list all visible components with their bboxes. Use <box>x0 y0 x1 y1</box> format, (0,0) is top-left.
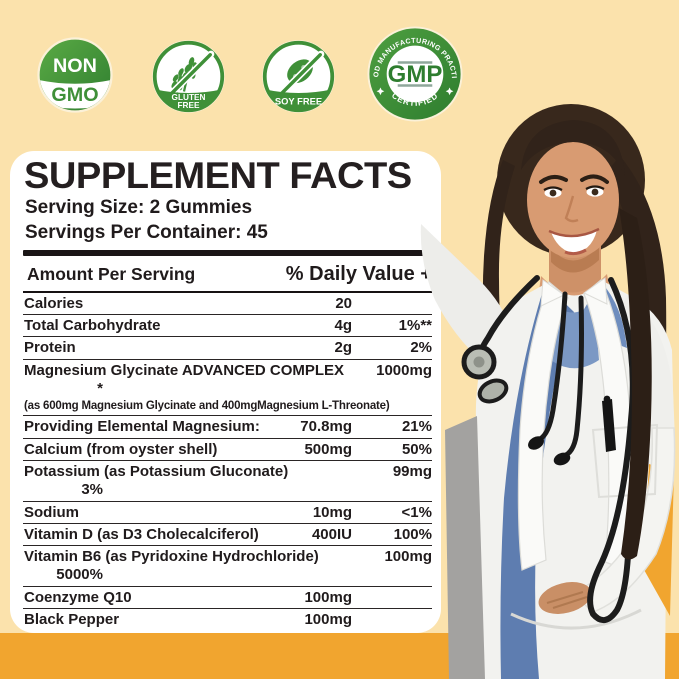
gmp-center-text: GMP <box>388 61 443 88</box>
row-amount: 10mg <box>312 503 352 521</box>
table-row: Total Carbohydrate 4g 1%** <box>23 315 432 338</box>
hair-front <box>521 120 625 176</box>
row-name: Calcium (from oyster shell) <box>24 440 218 458</box>
non-gmo-badge: NON GMO <box>37 37 113 113</box>
nose <box>564 195 579 223</box>
row-name: Calories <box>24 294 84 312</box>
hair-over-shoulder <box>619 208 652 560</box>
header-amount-per-serving: Amount Per Serving <box>27 263 196 284</box>
row-daily-value: 3% <box>81 481 103 499</box>
table-row: Calcium (from oyster shell) 500mg 50% <box>23 439 432 461</box>
table-row: Protein 2g 2% <box>23 337 432 360</box>
row-name: Total Carbohydrate <box>24 317 161 335</box>
doctor-face <box>527 142 619 258</box>
table-row: Potassium (as Potassium Gluconate) 99mg … <box>23 461 432 502</box>
row-amount: 500mg <box>304 440 352 458</box>
gluten-free-line1: GLUTEN <box>172 93 206 102</box>
table-row: Coenzyme Q10 100mg <box>23 587 432 610</box>
hand-in-pocket <box>510 582 642 630</box>
row-name: Magnesium Glycinate ADVANCED COMPLEX <box>24 361 345 379</box>
non-gmo-icon: NON GMO <box>37 37 113 113</box>
non-gmo-line2: GMO <box>51 84 98 106</box>
row-daily-value: 21% <box>401 418 432 436</box>
row-amount: 100mg <box>304 611 352 629</box>
non-gmo-line1: NON <box>53 55 97 77</box>
row-amount: 4g <box>334 317 352 335</box>
row-name: Providing Elemental Magnesium: <box>24 418 260 436</box>
row-name: Sodium <box>24 503 79 521</box>
row-daily-value: 5000% <box>56 566 103 584</box>
gluten-free-icon: GLUTEN FREE <box>152 40 225 113</box>
row-daily-value: 50% <box>401 440 432 458</box>
table-row: Providing Elemental Magnesium: 70.8mg 21… <box>23 416 432 439</box>
row-amount: 99mg <box>392 462 432 480</box>
row-amount: 400IU <box>311 525 352 543</box>
coat-shadow-fold <box>445 416 485 679</box>
row-name: Black Pepper <box>24 611 120 629</box>
row-name: Coenzyme Q10 <box>24 588 132 606</box>
header-daily-value: % Daily Value + <box>285 262 432 285</box>
supplement-facts-panel: SUPPLEMENT FACTS Serving Size: 2 Gummies… <box>10 151 441 633</box>
row-amount: 1000mg <box>376 361 432 379</box>
row-amount: 20 <box>335 294 352 312</box>
row-note: (as 600mg Magnesium Glycinate and 400mgM… <box>24 400 390 413</box>
row-daily-value: 100% <box>393 525 432 543</box>
row-name: Vitamin B6 (as Pyridoxine Hydrochloride) <box>24 548 319 566</box>
gmp-stars <box>376 87 454 96</box>
row-name: Vitamin D (as D3 Cholecalciferol) <box>24 525 259 543</box>
right-eyebrow <box>580 174 609 184</box>
row-name: Protein <box>24 339 76 357</box>
table-row: Calories 20 <box>23 293 432 316</box>
raised-arm-sleeve <box>420 224 509 360</box>
table-row: Vitamin D (as D3 Cholecalciferol) 400IU … <box>23 524 432 547</box>
servings-per-container: Servings Per Container: 45 <box>25 222 268 244</box>
table-row: Magnesium Glycinate ADVANCED COMPLEX 100… <box>23 360 432 417</box>
neck-shadow <box>551 246 599 273</box>
row-daily-value: <1% <box>401 503 432 521</box>
row-amount: 100mg <box>304 588 352 606</box>
left-eyebrow <box>539 175 568 184</box>
panel-title: SUPPLEMENT FACTS <box>24 155 412 196</box>
row-name: Potassium (as Potassium Gluconate) <box>24 462 289 480</box>
row-daily-value: 1%** <box>398 317 432 335</box>
row-daily-value: * <box>97 380 103 398</box>
doctor-photo <box>420 104 676 679</box>
soy-free-label: SOY FREE <box>275 96 322 106</box>
row-daily-value: 2% <box>410 339 432 357</box>
facts-rows: Calories 20 Total Carbohydrate 4g 1%** P… <box>23 293 432 630</box>
table-row: Vitamin B6 (as Pyridoxine Hydrochloride)… <box>23 546 432 587</box>
soy-free-badge: SOY FREE <box>261 39 336 114</box>
smile <box>551 230 597 253</box>
pen-icon <box>602 399 616 452</box>
divider-thick-top <box>23 249 431 256</box>
table-row: Sodium 10mg <1% <box>23 502 432 524</box>
gluten-free-badge: GLUTEN FREE <box>151 39 226 114</box>
pen-clip <box>603 395 611 403</box>
serving-size: Serving Size: 2 Gummies <box>25 197 253 219</box>
gluten-free-line2: FREE <box>177 101 200 110</box>
table-header: Amount Per Serving % Daily Value + <box>23 256 432 293</box>
wheat-icon <box>164 50 215 101</box>
pocket-opening <box>510 608 642 630</box>
row-amount: 100mg <box>384 548 432 566</box>
row-amount: 70.8mg <box>300 418 352 436</box>
soy-free-icon: SOY FREE <box>262 40 335 113</box>
row-amount: 2g <box>334 339 352 357</box>
table-row: Black Pepper 100mg <box>23 609 432 630</box>
